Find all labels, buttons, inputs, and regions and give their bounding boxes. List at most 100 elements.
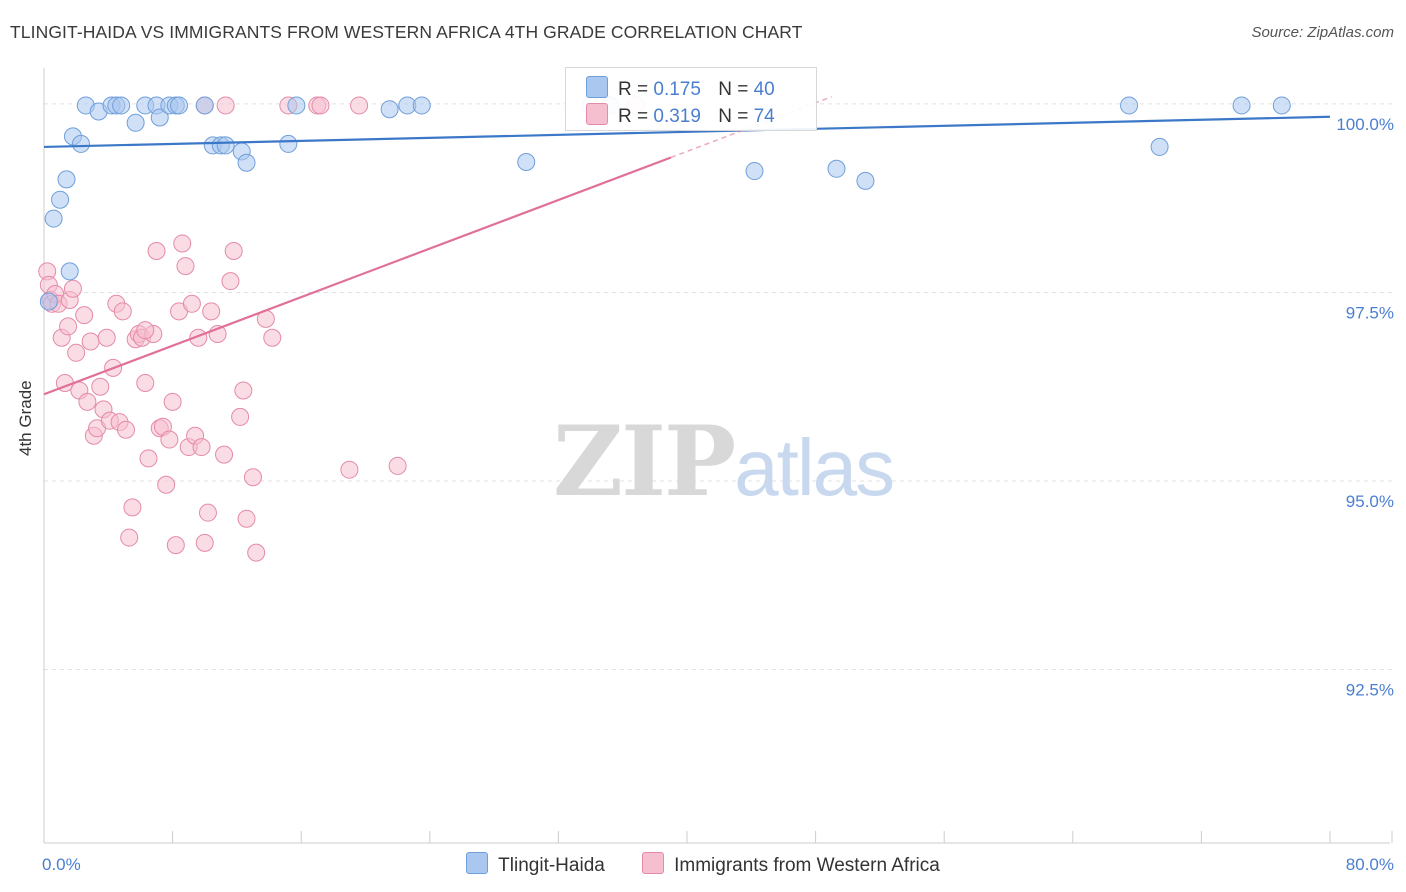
pink-data-point xyxy=(116,420,135,439)
legend-n-value: 74 xyxy=(753,106,775,127)
pink-data-point xyxy=(78,392,97,411)
y-tick-labels: 100.0% 97.5% 95.0% 92.5% xyxy=(1336,115,1394,700)
legend-n-label: N = xyxy=(718,106,749,127)
blue-data-point xyxy=(1272,96,1291,115)
chart-title: TLINGIT-HAIDA VS IMMIGRANTS FROM WESTERN… xyxy=(10,22,803,42)
blue-data-point xyxy=(380,100,399,119)
pink-data-point xyxy=(91,377,110,396)
pink-data-point xyxy=(157,475,176,494)
pink-data-point xyxy=(75,306,94,325)
pink-data-point xyxy=(113,302,132,321)
blue-data-point xyxy=(60,262,79,281)
pink-data-point xyxy=(176,257,195,276)
legend-r-label: R = xyxy=(618,79,649,100)
pink-swatch xyxy=(586,103,608,125)
pink-data-point xyxy=(231,407,250,426)
x-tick-label: 80.0% xyxy=(1346,855,1394,874)
correlation-legend: R = 0.175 N = 40 R = 0.319 N = 74 xyxy=(565,67,817,131)
blue-data-point xyxy=(44,209,63,228)
legend-item-tlingit-haida: Tlingit-Haida xyxy=(466,852,605,877)
blue-data-point xyxy=(412,96,431,115)
blue-data-point xyxy=(745,162,764,181)
watermark-zip: ZIP xyxy=(553,405,736,518)
pink-data-point xyxy=(195,533,214,552)
blue-swatch xyxy=(466,852,489,874)
blue-data-point xyxy=(216,136,235,155)
pink-swatch xyxy=(642,852,665,874)
pink-data-point xyxy=(139,449,158,468)
pink-data-point xyxy=(182,294,201,313)
legend-label: Immigrants from Western Africa xyxy=(674,855,940,876)
pink-data-point xyxy=(221,272,240,291)
pink-data-point xyxy=(160,430,179,449)
blue-data-point xyxy=(1150,137,1169,156)
blue-data-point xyxy=(856,171,875,190)
blue-trend-line xyxy=(43,115,1331,149)
pink-data-point xyxy=(198,503,217,522)
pink-data-point xyxy=(59,317,78,336)
blue-data-point xyxy=(126,113,145,132)
pink-data-point xyxy=(173,234,192,253)
pink-data-point xyxy=(340,460,359,479)
pink-trend-line xyxy=(43,156,672,396)
pink-data-point xyxy=(263,328,282,347)
legend-r-label: R = xyxy=(618,106,649,127)
pink-data-point xyxy=(120,528,139,547)
pink-data-point xyxy=(350,96,369,115)
pink-data-point xyxy=(163,392,182,411)
legend-label: Tlingit-Haida xyxy=(498,855,605,876)
pink-data-point xyxy=(136,373,155,392)
blue-data-point xyxy=(195,96,214,115)
blue-data-point xyxy=(71,134,90,153)
blue-data-point xyxy=(170,96,189,115)
pink-data-point xyxy=(202,302,221,321)
blue-data-point xyxy=(517,153,536,172)
blue-data-point xyxy=(150,108,169,127)
pink-data-point xyxy=(388,456,407,475)
pink-data-point xyxy=(216,96,235,115)
watermark-atlas: atlas xyxy=(734,423,895,512)
pink-data-point xyxy=(147,241,166,260)
pink-data-point xyxy=(67,343,86,362)
y-axis-label: 4th Grade xyxy=(16,380,35,456)
blue-data-point xyxy=(112,96,131,115)
blue-data-point xyxy=(237,153,256,172)
pink-data-point xyxy=(237,509,256,528)
legend-n-value: 40 xyxy=(753,79,775,100)
pink-data-point xyxy=(123,498,142,517)
axes xyxy=(43,68,1393,844)
pink-data-point xyxy=(97,328,116,347)
blue-data-point xyxy=(1120,96,1139,115)
pink-data-point xyxy=(215,445,234,464)
blue-data-point xyxy=(1232,96,1251,115)
series-legend: Tlingit-Haida Immigrants from Western Af… xyxy=(0,852,1406,877)
blue-data-point xyxy=(827,159,846,178)
pink-data-point xyxy=(311,96,330,115)
y-tick-label: 92.5% xyxy=(1346,681,1394,700)
source-note: Source: ZipAtlas.com xyxy=(1251,24,1394,41)
legend-r-value: 0.175 xyxy=(653,79,701,100)
watermark: ZIPatlas xyxy=(553,405,895,518)
pink-data-point xyxy=(243,468,262,487)
y-tick-label: 95.0% xyxy=(1346,492,1394,511)
y-tick-label: 100.0% xyxy=(1336,115,1394,134)
pink-data-point xyxy=(247,543,266,562)
x-tick-labels: 0.0% 80.0% xyxy=(42,855,1394,874)
legend-r-value: 0.319 xyxy=(653,106,701,127)
pink-data-point xyxy=(192,438,211,457)
blue-data-point xyxy=(57,170,76,189)
blue-data-point xyxy=(287,96,306,115)
pink-data-point xyxy=(81,332,100,351)
blue-data-point xyxy=(279,134,298,153)
pink-data-point xyxy=(136,321,155,340)
blue-swatch xyxy=(586,76,608,98)
pink-data-point xyxy=(166,536,185,555)
legend-row-blue: R = 0.175 N = 40 xyxy=(586,76,775,100)
legend-row-pink: R = 0.319 N = 74 xyxy=(586,103,775,127)
blue-data-point xyxy=(51,190,70,209)
legend-item-western-africa: Immigrants from Western Africa xyxy=(642,852,940,877)
blue-data-point xyxy=(39,292,58,311)
pink-data-point xyxy=(224,241,243,260)
pink-points xyxy=(38,96,645,562)
